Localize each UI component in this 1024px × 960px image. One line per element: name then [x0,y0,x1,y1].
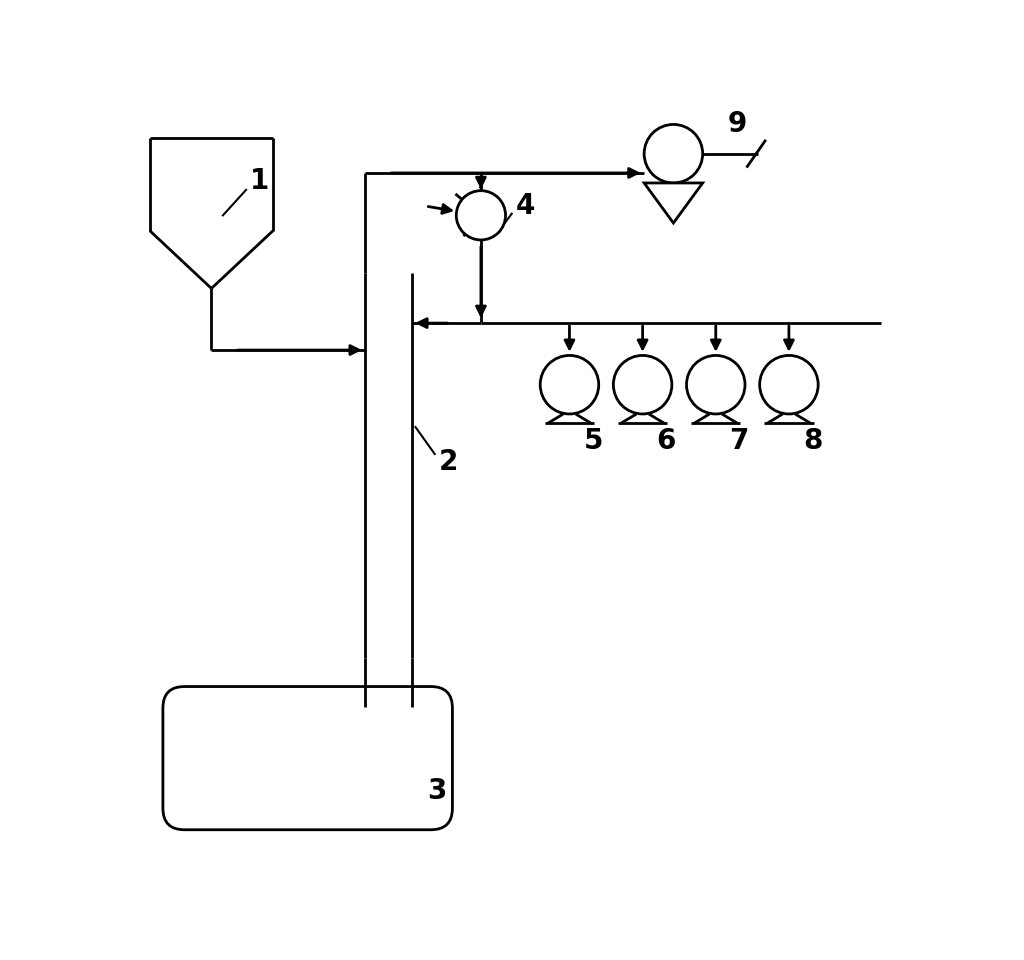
Circle shape [541,355,599,414]
Circle shape [457,191,506,240]
Polygon shape [644,183,702,223]
Text: 3: 3 [427,778,446,805]
Circle shape [644,125,702,183]
Text: 8: 8 [803,427,822,455]
Text: 5: 5 [584,427,603,455]
Text: 4: 4 [515,192,535,220]
Circle shape [613,355,672,414]
Text: 6: 6 [656,427,676,455]
Text: 9: 9 [727,110,746,138]
Text: 7: 7 [730,427,749,455]
FancyBboxPatch shape [163,686,453,829]
Circle shape [760,355,818,414]
Circle shape [686,355,745,414]
Text: 1: 1 [250,167,269,195]
Text: 2: 2 [438,447,458,476]
